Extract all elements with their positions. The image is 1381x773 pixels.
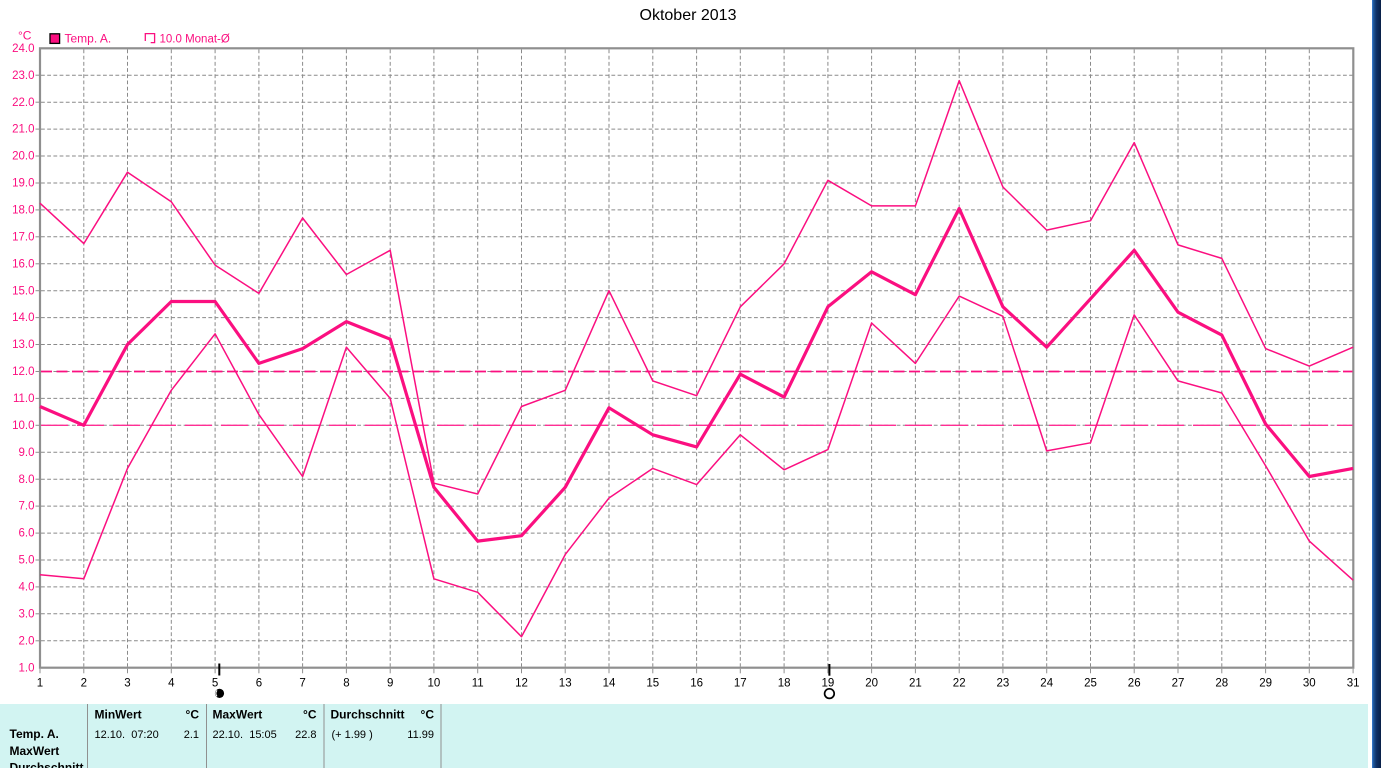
svg-text:19.0: 19.0 <box>12 178 34 190</box>
svg-text:25: 25 <box>1084 677 1097 689</box>
svg-text:10: 10 <box>428 677 441 689</box>
svg-text:Temp. A.: Temp. A. <box>10 727 59 741</box>
svg-text:12: 12 <box>515 677 528 689</box>
svg-text:2.0: 2.0 <box>19 635 35 647</box>
svg-text:5: 5 <box>212 677 218 689</box>
svg-text:Durchschnitt: Durchschnitt <box>331 708 405 722</box>
svg-text:3: 3 <box>124 677 130 689</box>
svg-text:17: 17 <box>734 677 747 689</box>
svg-text:19: 19 <box>822 677 835 689</box>
svg-text:13.0: 13.0 <box>12 339 34 351</box>
svg-text:29: 29 <box>1259 677 1272 689</box>
svg-text:18: 18 <box>778 677 791 689</box>
svg-text:31: 31 <box>1347 677 1360 689</box>
svg-text:16: 16 <box>690 677 703 689</box>
svg-text:1: 1 <box>37 677 43 689</box>
svg-text:10.0 Monat-Ø: 10.0 Monat-Ø <box>160 34 230 46</box>
svg-text:6: 6 <box>256 677 262 689</box>
svg-text:18.0: 18.0 <box>12 205 34 217</box>
svg-text:14: 14 <box>603 677 616 689</box>
svg-text:22.8: 22.8 <box>295 729 316 741</box>
svg-text:26: 26 <box>1128 677 1141 689</box>
svg-text:17.0: 17.0 <box>12 231 34 243</box>
svg-text:27: 27 <box>1172 677 1185 689</box>
svg-text:23: 23 <box>997 677 1010 689</box>
svg-text:9.0: 9.0 <box>19 447 35 459</box>
svg-text:12.10. 07:20: 12.10. 07:20 <box>95 729 159 741</box>
svg-text:Temp. A.: Temp. A. <box>65 32 112 46</box>
svg-text:13: 13 <box>559 677 572 689</box>
svg-text:24: 24 <box>1040 677 1053 689</box>
svg-text:Oktober 2013: Oktober 2013 <box>640 7 737 24</box>
svg-text:5.0: 5.0 <box>19 555 35 567</box>
svg-text:15.0: 15.0 <box>12 285 34 297</box>
svg-text:12.0: 12.0 <box>12 366 34 378</box>
svg-text:°C: °C <box>421 708 435 722</box>
svg-text:21: 21 <box>909 677 922 689</box>
svg-text:4.0: 4.0 <box>19 582 35 594</box>
svg-text:9: 9 <box>387 677 393 689</box>
svg-text:21.0: 21.0 <box>12 124 34 136</box>
svg-text:11.0: 11.0 <box>13 393 35 405</box>
svg-text:MaxWert: MaxWert <box>10 744 60 758</box>
svg-text:14.0: 14.0 <box>12 312 34 324</box>
svg-text:°C: °C <box>303 708 317 722</box>
svg-text:4: 4 <box>168 677 175 689</box>
svg-text:6.0: 6.0 <box>19 528 35 540</box>
svg-text:10.0: 10.0 <box>12 420 34 432</box>
svg-text:23.0: 23.0 <box>12 70 34 82</box>
svg-text:2.1: 2.1 <box>184 729 199 741</box>
svg-text:22.0: 22.0 <box>12 97 34 109</box>
svg-text:3.0: 3.0 <box>19 608 35 620</box>
svg-text:28: 28 <box>1215 677 1228 689</box>
svg-text:15: 15 <box>646 677 659 689</box>
svg-text:8: 8 <box>343 677 349 689</box>
svg-text:24.0: 24.0 <box>12 43 34 55</box>
svg-text:22.10. 15:05: 22.10. 15:05 <box>213 729 277 741</box>
svg-text:(+ 1.99 ): (+ 1.99 ) <box>332 729 373 741</box>
svg-text:22: 22 <box>953 677 966 689</box>
svg-text:7: 7 <box>299 677 305 689</box>
svg-text:16.0: 16.0 <box>12 258 34 270</box>
svg-text:8.0: 8.0 <box>19 474 35 486</box>
svg-text:11: 11 <box>472 677 484 689</box>
svg-text:1.0: 1.0 <box>19 662 35 674</box>
svg-text:°C: °C <box>186 708 200 722</box>
svg-text:Durchschnitt: Durchschnitt <box>10 761 84 769</box>
svg-text:11.99: 11.99 <box>407 729 434 741</box>
svg-text:30: 30 <box>1303 677 1316 689</box>
svg-text:20.0: 20.0 <box>12 151 34 163</box>
svg-text:2: 2 <box>81 677 87 689</box>
svg-text:°C: °C <box>18 29 32 43</box>
svg-text:MinWert: MinWert <box>95 708 142 722</box>
svg-text:7.0: 7.0 <box>19 501 35 513</box>
svg-text:20: 20 <box>865 677 878 689</box>
svg-text:MaxWert: MaxWert <box>213 708 263 722</box>
